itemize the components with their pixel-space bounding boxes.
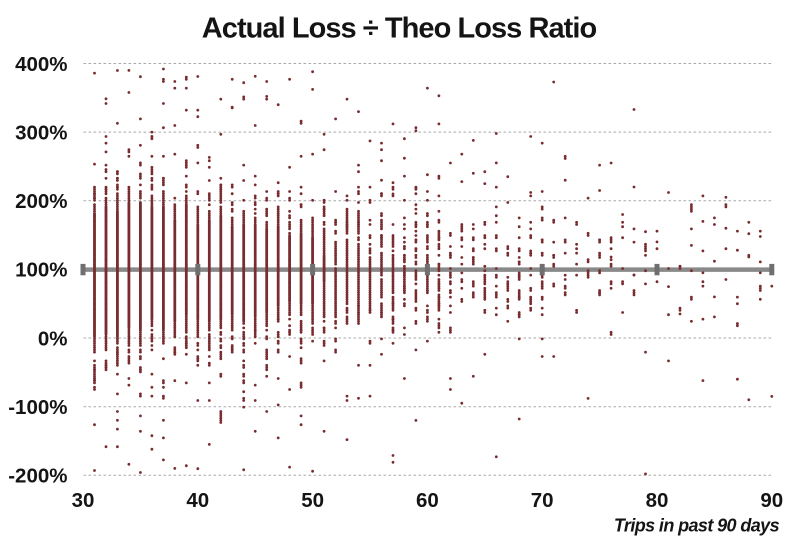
svg-text:100%: 100%: [15, 259, 67, 282]
svg-text:70: 70: [531, 489, 554, 512]
svg-text:300%: 300%: [15, 121, 67, 144]
svg-text:-100%: -100%: [8, 396, 67, 419]
svg-text:Trips in past 90 days: Trips in past 90 days: [614, 516, 780, 536]
svg-text:200%: 200%: [15, 190, 67, 213]
svg-text:30: 30: [72, 489, 95, 512]
svg-text:60: 60: [416, 489, 439, 512]
svg-text:90: 90: [760, 489, 783, 512]
svg-text:400%: 400%: [15, 53, 67, 76]
svg-text:80: 80: [646, 489, 669, 512]
svg-text:-200%: -200%: [8, 465, 67, 488]
svg-text:0%: 0%: [38, 327, 68, 350]
svg-text:50: 50: [301, 489, 324, 512]
svg-text:40: 40: [186, 489, 209, 512]
svg-text:Actual Loss ÷ Theo Loss Ratio: Actual Loss ÷ Theo Loss Ratio: [202, 13, 597, 45]
